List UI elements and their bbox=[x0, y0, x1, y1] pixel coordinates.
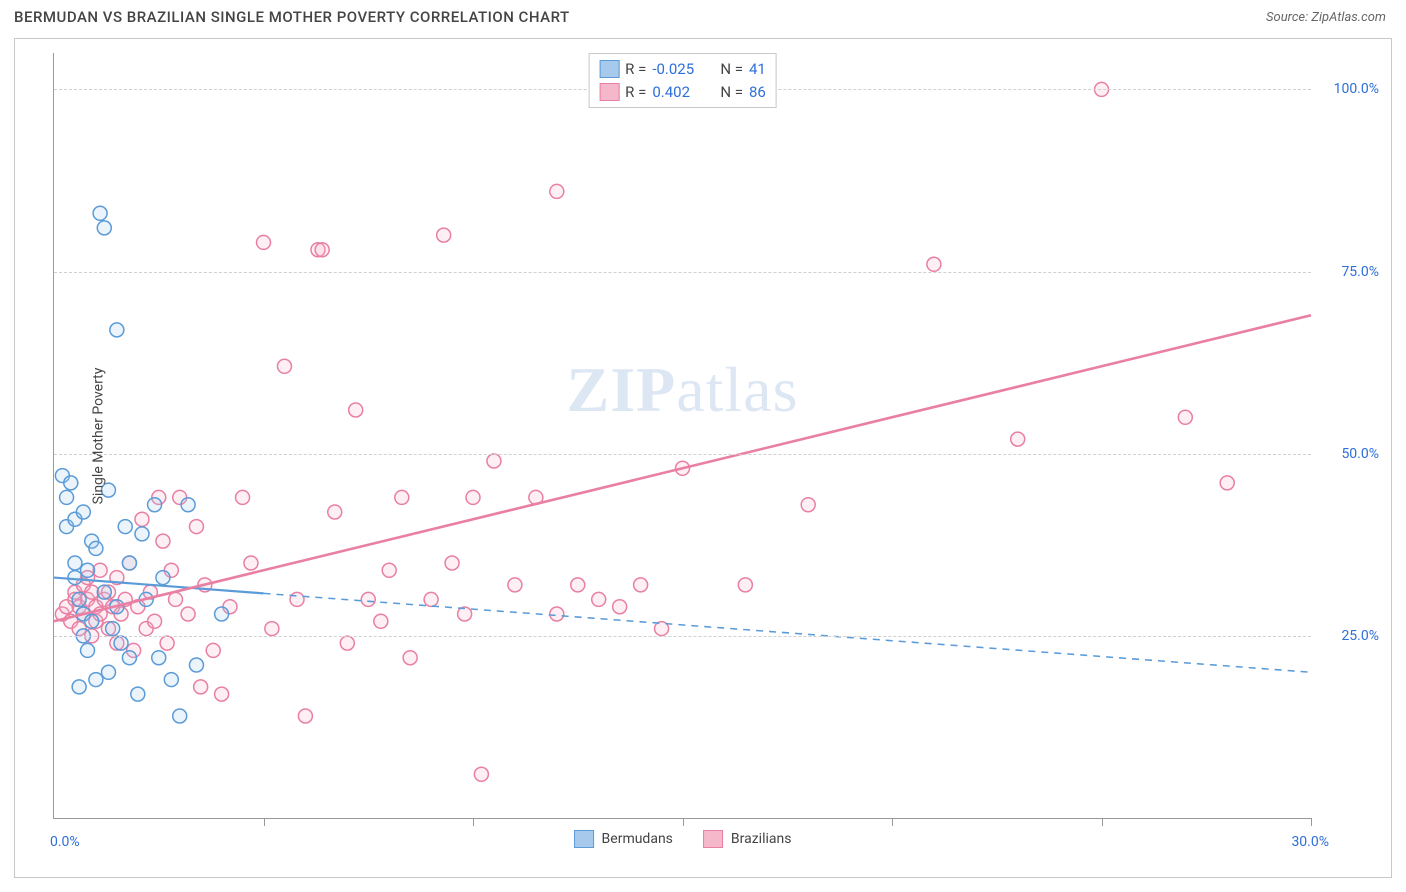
x-axis-max-label: 30.0% bbox=[1291, 834, 1329, 850]
chart-container: ZIPatlas R = -0.025 N = 41 R = 0.402 N =… bbox=[14, 38, 1392, 878]
legend-stats: R = -0.025 N = 41 R = 0.402 N = 86 bbox=[588, 53, 777, 108]
legend-swatch-bermudans bbox=[574, 830, 594, 848]
legend-label: Bermudans bbox=[602, 831, 673, 847]
x-axis-min-label: 0.0% bbox=[50, 834, 80, 850]
legend-r-label: R = bbox=[625, 81, 646, 104]
chart-title: BERMUDAN VS BRAZILIAN SINGLE MOTHER POVE… bbox=[14, 8, 570, 26]
legend-stats-row: R = 0.402 N = 86 bbox=[599, 81, 766, 104]
legend-item-bermudans: Bermudans bbox=[574, 830, 673, 848]
legend-swatch-brazilians bbox=[599, 83, 619, 101]
y-tick-label: 25.0% bbox=[1341, 628, 1379, 644]
legend-r-value: 0.402 bbox=[652, 81, 704, 104]
y-tick-label: 100.0% bbox=[1334, 81, 1379, 97]
y-tick-label: 50.0% bbox=[1341, 446, 1379, 462]
legend-r-label: R = bbox=[625, 58, 646, 81]
legend-swatch-bermudans bbox=[599, 60, 619, 78]
legend-n-value: 86 bbox=[749, 81, 766, 104]
y-tick-label: 75.0% bbox=[1341, 264, 1379, 280]
legend-swatch-brazilians bbox=[703, 830, 723, 848]
legend-stats-row: R = -0.025 N = 41 bbox=[599, 58, 766, 81]
legend-n-value: 41 bbox=[749, 58, 766, 81]
plot-area: ZIPatlas R = -0.025 N = 41 R = 0.402 N =… bbox=[53, 53, 1311, 819]
legend-n-label: N = bbox=[720, 58, 743, 81]
legend-bottom: Bermudans Brazilians bbox=[574, 830, 792, 848]
legend-n-label: N = bbox=[720, 81, 743, 104]
chart-source: Source: ZipAtlas.com bbox=[1266, 10, 1386, 25]
chart-header: BERMUDAN VS BRAZILIAN SINGLE MOTHER POVE… bbox=[0, 0, 1406, 32]
legend-item-brazilians: Brazilians bbox=[703, 830, 792, 848]
legend-r-value: -0.025 bbox=[652, 58, 704, 81]
scatter-svg bbox=[54, 53, 1311, 818]
legend-label: Brazilians bbox=[731, 831, 792, 847]
y-axis-title: Single Mother Poverty bbox=[90, 367, 106, 504]
